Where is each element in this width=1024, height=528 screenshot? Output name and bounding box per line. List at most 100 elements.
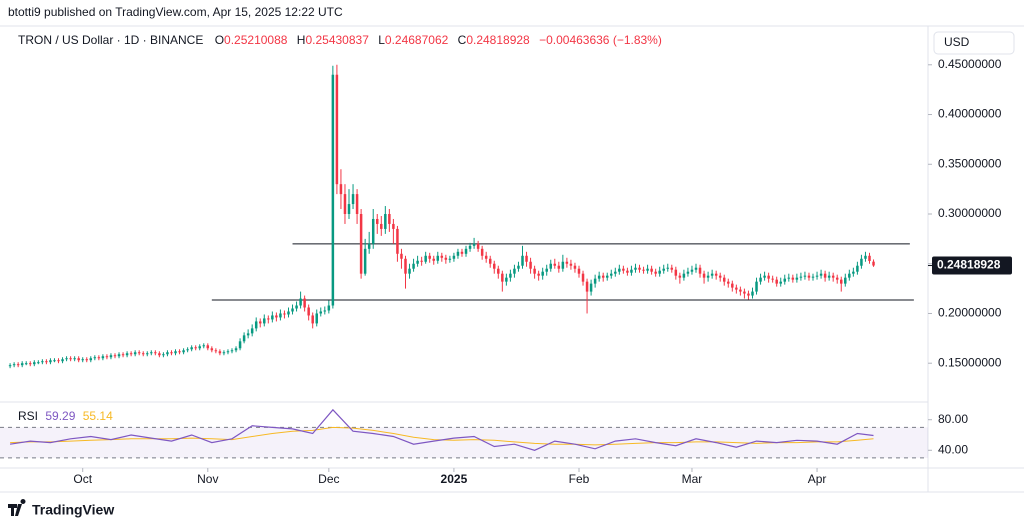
candle xyxy=(581,270,585,286)
candle-body xyxy=(787,277,791,279)
candle-body xyxy=(521,255,524,266)
candle-body xyxy=(24,363,28,365)
candle xyxy=(561,254,565,272)
candle xyxy=(327,300,331,314)
candle-body xyxy=(408,268,411,274)
y-tick-label: 0.20000000 xyxy=(938,306,1002,320)
candle-body xyxy=(593,278,597,284)
candle-body xyxy=(642,269,645,271)
candle-body xyxy=(202,345,206,347)
candle xyxy=(428,252,431,263)
candle xyxy=(392,218,395,244)
candle-body xyxy=(811,276,815,278)
candle-body xyxy=(662,268,665,271)
ohlc-value: 0.24818928 xyxy=(466,33,530,47)
candle xyxy=(702,270,706,284)
candle-body xyxy=(49,360,52,363)
candle xyxy=(267,315,270,324)
candle xyxy=(864,251,867,262)
candle xyxy=(170,350,173,356)
y-tick-label: 0.40000000 xyxy=(938,107,1002,121)
candle-body xyxy=(376,218,379,224)
candle xyxy=(355,189,359,224)
candle xyxy=(121,352,125,358)
candle xyxy=(460,248,464,257)
rsi-name: RSI xyxy=(18,409,38,423)
candle-body xyxy=(751,291,754,296)
candle xyxy=(226,349,230,355)
candle-body xyxy=(456,251,460,256)
candle-body xyxy=(222,352,226,354)
candle-body xyxy=(162,354,165,356)
candle xyxy=(214,348,218,354)
candle-body xyxy=(303,298,306,308)
candle xyxy=(174,349,177,356)
candle-body xyxy=(279,313,282,318)
candle xyxy=(206,343,210,351)
candle-body xyxy=(650,268,653,272)
ohlc-value: 0.25210088 xyxy=(224,33,288,47)
candle xyxy=(279,309,282,321)
candle-body xyxy=(295,305,298,309)
candle-body xyxy=(630,269,633,273)
currency: USD xyxy=(944,35,970,49)
candle xyxy=(751,287,754,299)
candle xyxy=(775,276,778,287)
candle-body xyxy=(658,270,661,274)
candle xyxy=(380,215,383,236)
candle-body xyxy=(763,275,766,278)
candle-body xyxy=(779,281,782,284)
candle-body xyxy=(654,271,657,274)
candle-body xyxy=(291,308,294,312)
candle xyxy=(129,351,133,357)
candle-body xyxy=(331,74,335,306)
candle-body xyxy=(206,345,210,349)
candle-body xyxy=(831,275,835,278)
rsi-ma-value: 55.14 xyxy=(83,409,113,423)
candle xyxy=(835,274,839,284)
candle-body xyxy=(682,273,686,278)
candle xyxy=(739,286,742,296)
candle xyxy=(811,273,815,281)
candle-body xyxy=(545,268,548,272)
candle xyxy=(710,269,714,279)
candle-body xyxy=(226,351,230,353)
candle-body xyxy=(146,353,149,355)
candle-body xyxy=(250,328,254,334)
candle xyxy=(29,361,32,367)
candle xyxy=(448,255,452,263)
candle xyxy=(210,346,214,353)
candle xyxy=(440,252,444,262)
currency-box[interactable] xyxy=(933,31,1015,55)
rsi-value: 59.29 xyxy=(45,409,75,423)
candle xyxy=(844,273,847,287)
rsi-header: RSI 59.29 55.14 xyxy=(18,409,113,423)
candle-body xyxy=(795,277,799,280)
candle-body xyxy=(710,273,714,276)
x-tick-label: Nov xyxy=(197,472,218,486)
candle-body xyxy=(549,263,552,269)
candle-body xyxy=(561,261,565,269)
header: TRON / US Dollar · 1D · BINANCE O0.25210… xyxy=(18,33,662,47)
candle xyxy=(803,271,807,280)
candle xyxy=(65,356,68,362)
candle-body xyxy=(267,318,270,320)
candle-body xyxy=(343,194,347,214)
candle-body xyxy=(133,352,137,355)
candle xyxy=(141,351,145,357)
candle-body xyxy=(803,275,807,277)
candle-body xyxy=(783,278,787,282)
candle-body xyxy=(799,276,803,278)
candle-body xyxy=(65,358,68,360)
candle xyxy=(771,275,774,283)
candle-body xyxy=(670,267,674,270)
candle xyxy=(585,278,589,314)
candle xyxy=(682,269,686,281)
candle-body xyxy=(69,358,72,360)
candle xyxy=(396,225,399,262)
candle-body xyxy=(844,277,847,284)
candle xyxy=(33,360,36,367)
candle xyxy=(41,359,44,365)
candle-body xyxy=(400,253,403,259)
candle xyxy=(146,351,149,357)
